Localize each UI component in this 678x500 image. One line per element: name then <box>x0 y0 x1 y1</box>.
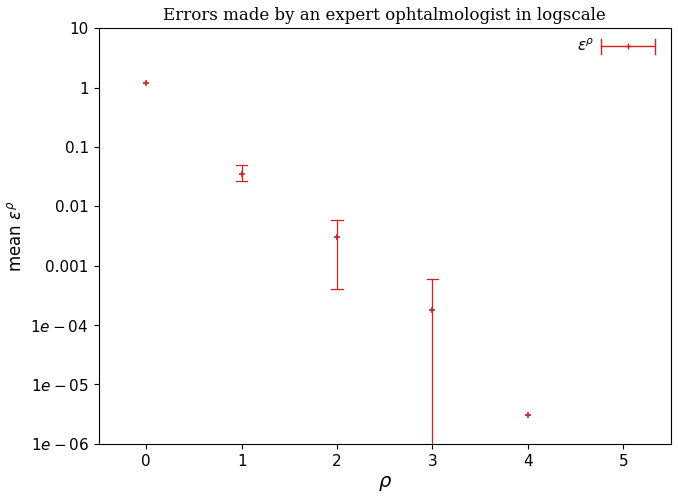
Text: $\epsilon^{\rho}$: $\epsilon^{\rho}$ <box>577 38 595 54</box>
X-axis label: $\rho$: $\rho$ <box>378 474 392 493</box>
Title: Errors made by an expert ophtalmologist in logscale: Errors made by an expert ophtalmologist … <box>163 7 606 24</box>
Y-axis label: mean $\epsilon^\rho$: mean $\epsilon^\rho$ <box>7 200 25 272</box>
